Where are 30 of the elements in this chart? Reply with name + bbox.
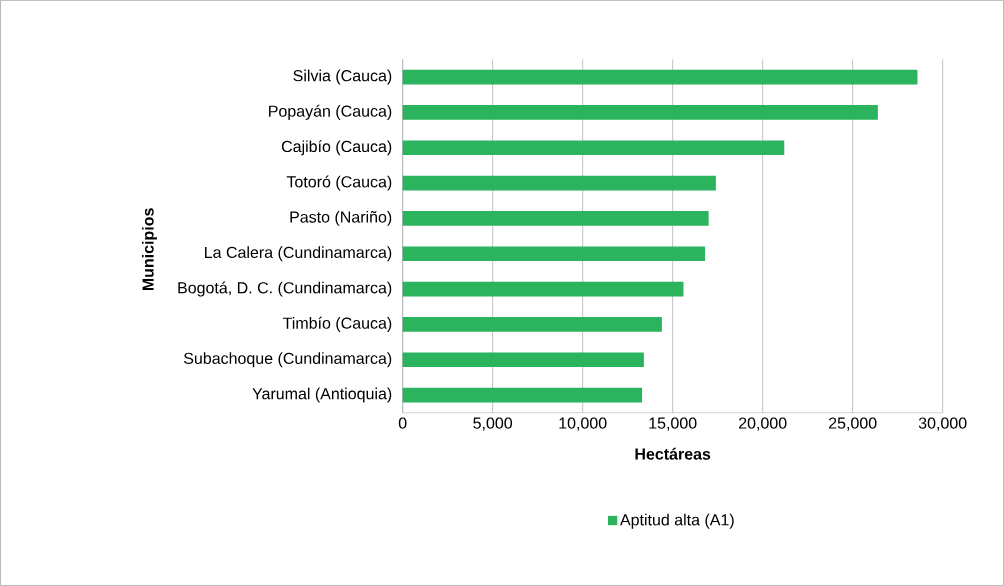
- bar: [402, 281, 684, 297]
- y-tick-label: Cajibío (Cauca): [281, 140, 392, 156]
- bar: [402, 105, 878, 120]
- x-tick-label: 20,000: [738, 417, 787, 431]
- y-tick-label: Bogotá, D. C. (Cundinamarca): [178, 281, 392, 297]
- bar: [402, 175, 716, 191]
- bar: [402, 317, 662, 332]
- y-tick-label: Silvia (Cauca): [293, 69, 392, 85]
- legend-label: Aptitud alta (A1): [619, 513, 734, 529]
- x-tick-label: 15,000: [649, 417, 697, 431]
- y-tick-label: Timbío (Cauca): [282, 316, 392, 332]
- bar: [402, 246, 706, 262]
- x-tick-label: 25,000: [828, 417, 877, 431]
- bar: [402, 211, 709, 226]
- y-tick-label: Pasto (Nariño): [290, 210, 392, 226]
- x-axis-title: Hectáreas: [635, 447, 711, 460]
- y-tick-label: Yarumal (Antioquia): [252, 387, 392, 403]
- bar: [402, 69, 918, 85]
- y-tick-label: Totoró (Cauca): [286, 175, 392, 191]
- x-tick-label: 5,000: [473, 417, 513, 431]
- bar: [402, 387, 643, 403]
- y-tick-label: Subachoque (Cundinamarca): [183, 352, 392, 368]
- y-tick-label: Popayán (Cauca): [269, 104, 392, 120]
- y-axis-title: Municipios: [141, 208, 157, 291]
- x-tick-label: 0: [398, 417, 407, 429]
- bar: [402, 140, 785, 156]
- bar: [402, 352, 644, 368]
- x-tick-label: 10,000: [559, 417, 607, 431]
- y-tick-label: La Calera (Cundinamarca): [205, 246, 392, 262]
- x-tick-label: 30,000: [918, 417, 967, 431]
